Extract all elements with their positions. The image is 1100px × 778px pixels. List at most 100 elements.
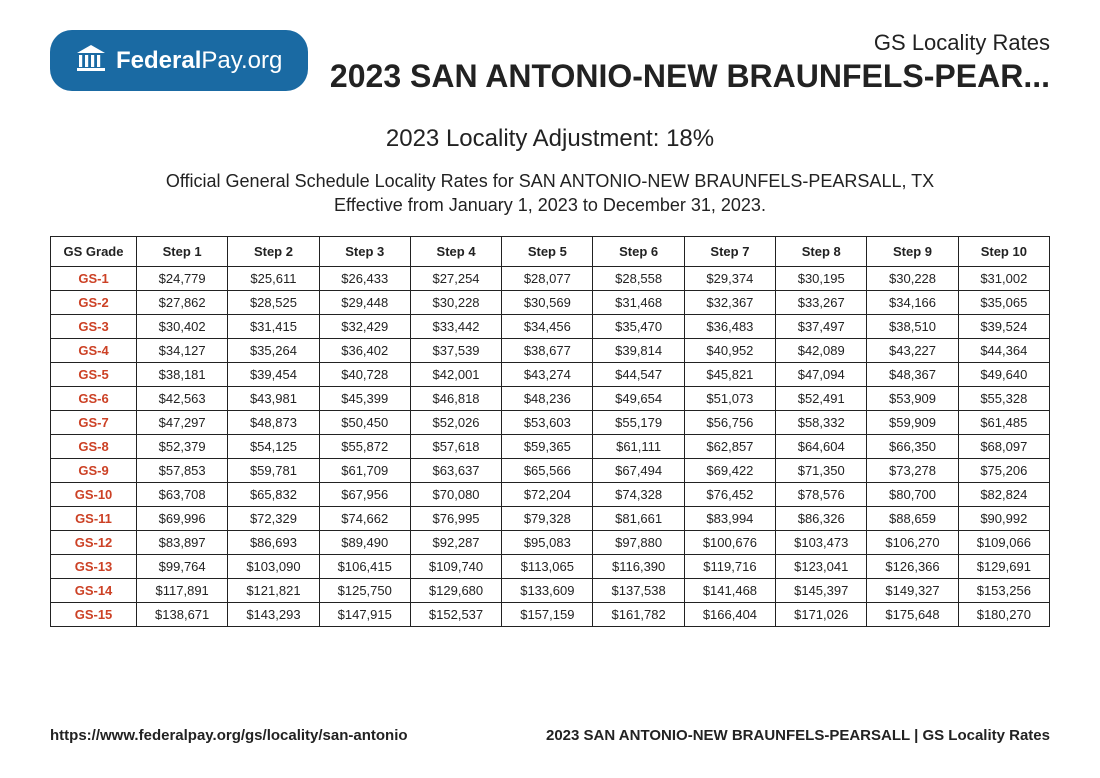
grade-cell[interactable]: GS-4	[51, 338, 137, 362]
pay-cell: $42,089	[776, 338, 867, 362]
pay-cell: $30,228	[410, 290, 501, 314]
pay-cell: $100,676	[684, 530, 775, 554]
grade-cell[interactable]: GS-11	[51, 506, 137, 530]
grade-cell[interactable]: GS-6	[51, 386, 137, 410]
grade-cell[interactable]: GS-13	[51, 554, 137, 578]
pay-cell: $52,379	[137, 434, 228, 458]
pay-cell: $97,880	[593, 530, 684, 554]
pay-cell: $75,206	[958, 458, 1049, 482]
grade-cell[interactable]: GS-1	[51, 266, 137, 290]
pay-cell: $53,603	[502, 410, 593, 434]
pay-cell: $116,390	[593, 554, 684, 578]
grade-cell[interactable]: GS-3	[51, 314, 137, 338]
header-title: 2023 SAN ANTONIO-NEW BRAUNFELS-PEAR...	[328, 58, 1050, 95]
logo-text-bold: Federal	[116, 47, 201, 74]
pay-cell: $58,332	[776, 410, 867, 434]
grade-cell[interactable]: GS-14	[51, 578, 137, 602]
pay-cell: $28,558	[593, 266, 684, 290]
pay-cell: $67,956	[319, 482, 410, 506]
pay-cell: $113,065	[502, 554, 593, 578]
table-row: GS-2$27,862$28,525$29,448$30,228$30,569$…	[51, 290, 1050, 314]
pay-cell: $180,270	[958, 602, 1049, 626]
grade-cell[interactable]: GS-7	[51, 410, 137, 434]
pay-cell: $49,654	[593, 386, 684, 410]
grade-cell[interactable]: GS-10	[51, 482, 137, 506]
pay-cell: $54,125	[228, 434, 319, 458]
header-subtitle: GS Locality Rates	[328, 30, 1050, 56]
pay-cell: $86,693	[228, 530, 319, 554]
pay-cell: $28,077	[502, 266, 593, 290]
pay-cell: $72,329	[228, 506, 319, 530]
table-row: GS-7$47,297$48,873$50,450$52,026$53,603$…	[51, 410, 1050, 434]
pay-cell: $86,326	[776, 506, 867, 530]
pay-cell: $90,992	[958, 506, 1049, 530]
pay-cell: $31,002	[958, 266, 1049, 290]
pay-cell: $37,497	[776, 314, 867, 338]
pay-cell: $29,374	[684, 266, 775, 290]
pay-cell: $89,490	[319, 530, 410, 554]
pay-cell: $76,452	[684, 482, 775, 506]
pay-cell: $36,483	[684, 314, 775, 338]
grade-cell[interactable]: GS-15	[51, 602, 137, 626]
col-header-step: Step 9	[867, 236, 958, 266]
pay-cell: $30,195	[776, 266, 867, 290]
col-header-step: Step 5	[502, 236, 593, 266]
pay-cell: $82,824	[958, 482, 1049, 506]
col-header-step: Step 1	[137, 236, 228, 266]
pay-cell: $33,442	[410, 314, 501, 338]
pay-cell: $24,779	[137, 266, 228, 290]
pay-cell: $49,640	[958, 362, 1049, 386]
footer: https://www.federalpay.org/gs/locality/s…	[50, 727, 1050, 744]
pay-cell: $65,832	[228, 482, 319, 506]
grade-cell[interactable]: GS-2	[51, 290, 137, 314]
pay-cell: $57,618	[410, 434, 501, 458]
pay-cell: $27,254	[410, 266, 501, 290]
pay-cell: $28,525	[228, 290, 319, 314]
pay-cell: $123,041	[776, 554, 867, 578]
pay-cell: $141,468	[684, 578, 775, 602]
pay-cell: $57,853	[137, 458, 228, 482]
pay-cell: $99,764	[137, 554, 228, 578]
pay-cell: $30,228	[867, 266, 958, 290]
pay-cell: $109,740	[410, 554, 501, 578]
pay-cell: $117,891	[137, 578, 228, 602]
table-row: GS-1$24,779$25,611$26,433$27,254$28,077$…	[51, 266, 1050, 290]
table-row: GS-13$99,764$103,090$106,415$109,740$113…	[51, 554, 1050, 578]
pay-cell: $56,756	[684, 410, 775, 434]
grade-cell[interactable]: GS-12	[51, 530, 137, 554]
pay-cell: $157,159	[502, 602, 593, 626]
pay-cell: $166,404	[684, 602, 775, 626]
table-row: GS-5$38,181$39,454$40,728$42,001$43,274$…	[51, 362, 1050, 386]
pay-cell: $175,648	[867, 602, 958, 626]
grade-cell[interactable]: GS-8	[51, 434, 137, 458]
pay-cell: $73,278	[867, 458, 958, 482]
pay-cell: $103,090	[228, 554, 319, 578]
pay-cell: $35,264	[228, 338, 319, 362]
pay-cell: $92,287	[410, 530, 501, 554]
grade-cell[interactable]: GS-9	[51, 458, 137, 482]
pay-cell: $65,566	[502, 458, 593, 482]
pay-cell: $34,166	[867, 290, 958, 314]
pay-cell: $38,510	[867, 314, 958, 338]
pay-cell: $31,468	[593, 290, 684, 314]
pay-cell: $138,671	[137, 602, 228, 626]
pay-cell: $76,995	[410, 506, 501, 530]
pay-cell: $30,569	[502, 290, 593, 314]
grade-cell[interactable]: GS-5	[51, 362, 137, 386]
pay-cell: $69,996	[137, 506, 228, 530]
pay-cell: $171,026	[776, 602, 867, 626]
footer-url: https://www.federalpay.org/gs/locality/s…	[50, 727, 408, 744]
col-header-step: Step 3	[319, 236, 410, 266]
pay-cell: $74,662	[319, 506, 410, 530]
pay-cell: $121,821	[228, 578, 319, 602]
pay-cell: $39,524	[958, 314, 1049, 338]
pay-cell: $42,563	[137, 386, 228, 410]
pay-cell: $147,915	[319, 602, 410, 626]
pay-cell: $67,494	[593, 458, 684, 482]
pay-cell: $48,236	[502, 386, 593, 410]
pay-cell: $43,274	[502, 362, 593, 386]
table-header-row: GS GradeStep 1Step 2Step 3Step 4Step 5St…	[51, 236, 1050, 266]
pay-cell: $145,397	[776, 578, 867, 602]
description: Official General Schedule Locality Rates…	[50, 169, 1050, 218]
pay-cell: $70,080	[410, 482, 501, 506]
